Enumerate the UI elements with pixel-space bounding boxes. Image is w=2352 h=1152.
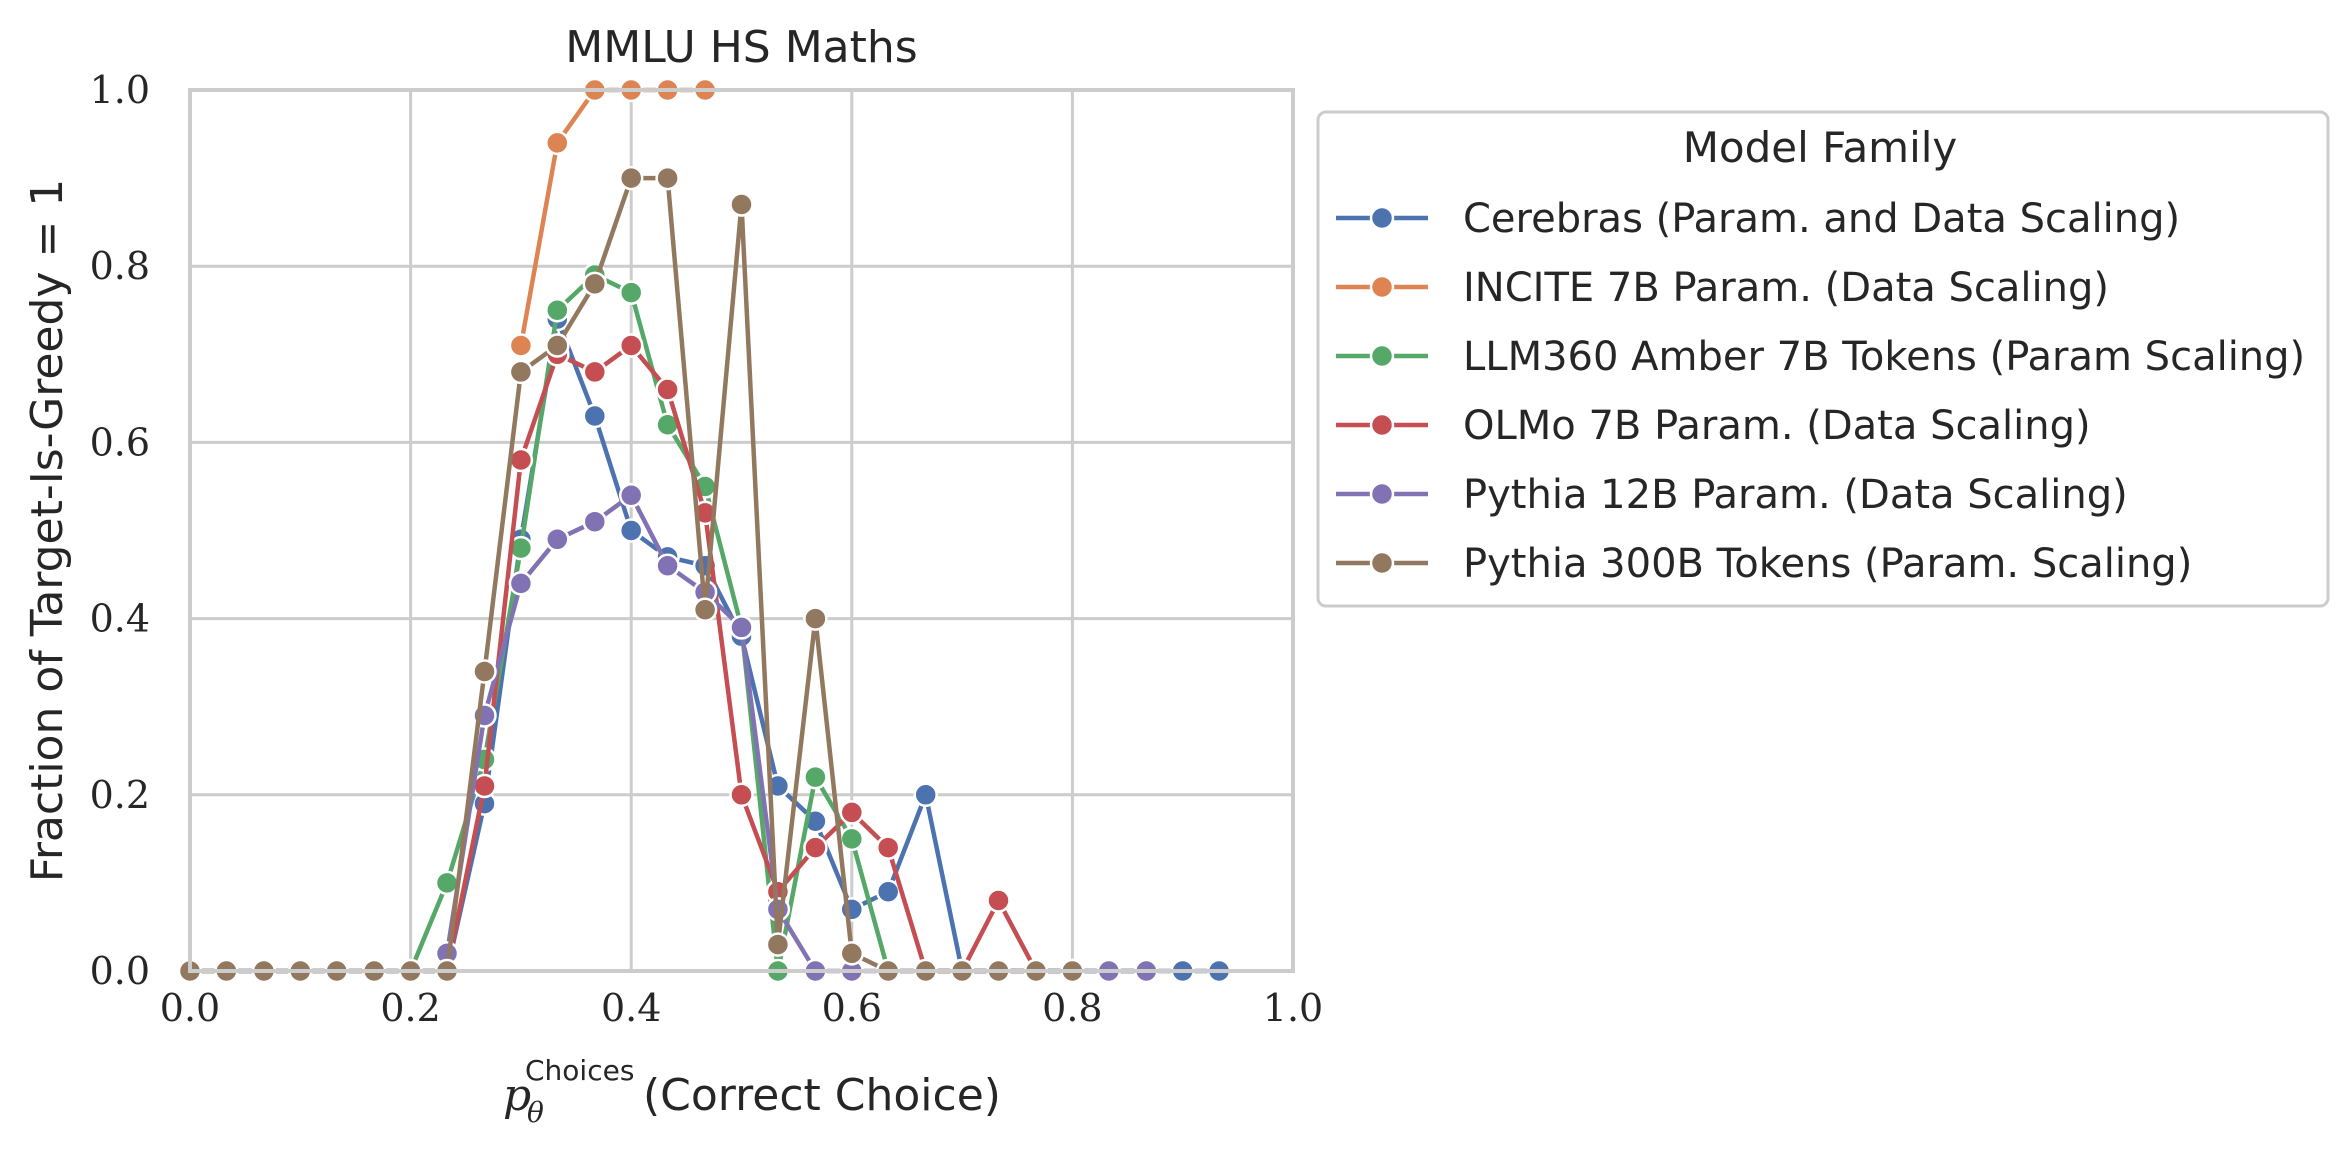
data-point	[839, 826, 865, 852]
data-point	[803, 835, 828, 860]
legend-items: Cerebras (Param. and Data Scaling) INCITE…	[1336, 196, 2305, 587]
x-tick-label: 0.0	[160, 986, 220, 1030]
data-point	[545, 298, 570, 323]
legend-marker	[1369, 550, 1395, 576]
data-point	[508, 333, 534, 358]
data-point	[839, 941, 865, 966]
x-tick-label: 0.8	[1042, 986, 1102, 1030]
legend-marker	[1369, 343, 1395, 369]
data-point	[803, 606, 828, 631]
x-axis-label-symbol: p	[503, 1070, 531, 1121]
data-point	[618, 165, 644, 191]
series-line	[444, 493, 1147, 974]
data-point	[582, 271, 608, 297]
data-point	[545, 333, 570, 358]
data-point	[508, 359, 534, 385]
data-point	[655, 553, 680, 578]
legend-marker	[1369, 274, 1395, 300]
series-4	[434, 333, 1049, 984]
legend-label: Cerebras (Param. and Data Scaling)	[1463, 196, 2180, 242]
data-point	[875, 835, 901, 860]
x-tick-label: 0.4	[601, 986, 661, 1030]
data-point	[692, 500, 718, 526]
data-point	[582, 509, 608, 534]
data-point	[618, 280, 644, 305]
tick-labels: 0.0 0.2 0.4 0.6 0.8 1.0 0.0 0.2 0.4 0.6 0.8 1.0	[90, 68, 1324, 1030]
y-tick-label: 0.2	[90, 773, 150, 817]
series-line	[190, 316, 1220, 974]
legend-item: Pythia 300B Tokens (Param. Scaling)	[1336, 541, 2192, 587]
y-tick-label: 0.0	[90, 949, 150, 993]
legend-marker	[1369, 412, 1395, 438]
data-point	[582, 403, 608, 429]
data-point	[655, 377, 680, 402]
x-axis-label: p θ Choices (Correct Choice)	[503, 1054, 1001, 1129]
x-axis-label-superscript: Choices	[525, 1054, 634, 1087]
data-point	[618, 518, 644, 543]
data-point	[618, 333, 644, 358]
legend-label: LLM360 Amber 7B Tokens (Param Scaling)	[1463, 334, 2305, 380]
legend-marker	[1369, 205, 1395, 231]
plot-frame	[188, 88, 1295, 973]
x-tick-label: 0.6	[822, 986, 882, 1030]
data-point	[875, 879, 901, 904]
legend-label: OLMo 7B Param. (Data Scaling)	[1463, 403, 2091, 449]
data-point	[729, 615, 754, 640]
legend: Model Family Cerebras (Param. and Data S…	[1316, 110, 2330, 608]
data-point	[472, 659, 497, 684]
data-point	[765, 932, 791, 957]
y-axis-label: Fraction of Target-Is-Greedy = 1	[22, 179, 73, 883]
data-point	[986, 888, 1011, 913]
y-tick-label: 0.8	[90, 244, 150, 288]
x-tick-label: 1.0	[1263, 986, 1323, 1030]
data-point	[582, 359, 608, 385]
y-tick-label: 1.0	[90, 68, 150, 112]
data-point	[545, 130, 570, 156]
legend-label: Pythia 12B Param. (Data Scaling)	[1463, 472, 2128, 518]
chart-title: MMLU HS Maths	[565, 22, 917, 73]
data-point	[913, 782, 938, 808]
series-2	[508, 77, 718, 358]
data-point	[729, 192, 754, 217]
legend-label: INCITE 7B Param. (Data Scaling)	[1463, 265, 2109, 311]
data-point	[803, 764, 828, 790]
legend-item: Cerebras (Param. and Data Scaling)	[1336, 196, 2180, 242]
data-point	[655, 165, 680, 191]
y-tick-label: 0.6	[90, 420, 150, 464]
x-axis-label-subscript: θ	[527, 1096, 544, 1129]
legend-item: LLM360 Amber 7B Tokens (Param Scaling)	[1336, 334, 2305, 380]
legend-title: Model Family	[1683, 123, 1958, 172]
legend-item: OLMo 7B Param. (Data Scaling)	[1336, 403, 2091, 449]
legend-item: INCITE 7B Param. (Data Scaling)	[1336, 265, 2109, 311]
legend-marker	[1369, 481, 1395, 507]
y-tick-label: 0.4	[90, 597, 150, 641]
data-point	[508, 571, 534, 596]
data-point	[839, 800, 865, 825]
series-5	[434, 483, 1159, 984]
data-point	[618, 483, 644, 508]
x-tick-label: 0.2	[380, 986, 440, 1030]
data-point	[545, 527, 570, 552]
legend-item: Pythia 12B Param. (Data Scaling)	[1336, 472, 2128, 518]
data-point	[692, 597, 718, 623]
legend-box	[1316, 110, 2330, 608]
x-axis-label-suffix: (Correct Choice)	[643, 1070, 1001, 1121]
data-point	[729, 782, 754, 808]
legend-label: Pythia 300B Tokens (Param. Scaling)	[1463, 541, 2192, 587]
